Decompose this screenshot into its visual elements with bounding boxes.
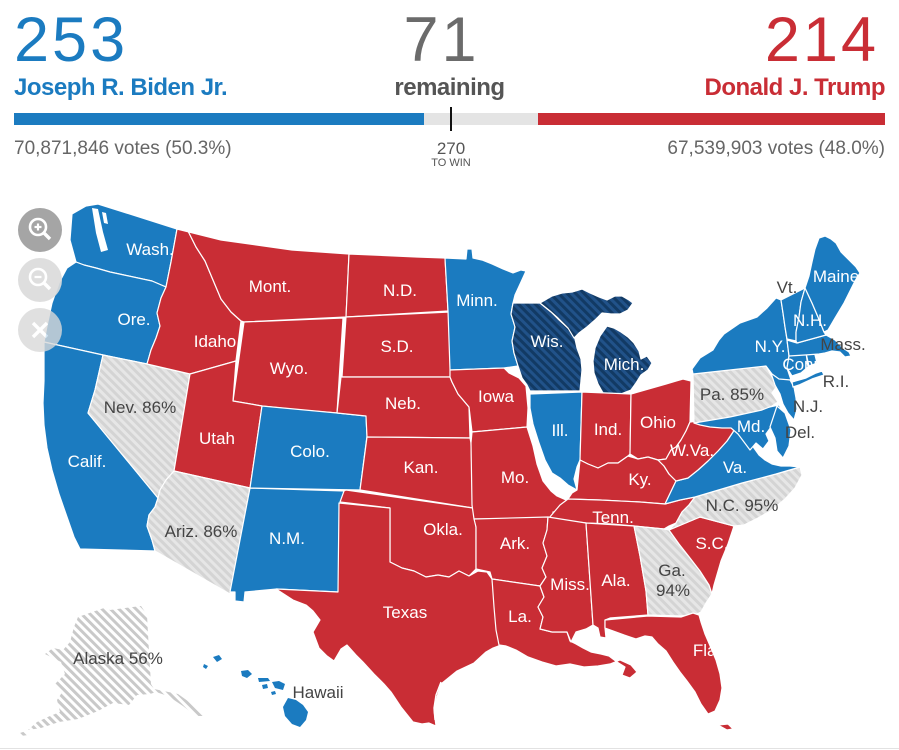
svg-text:Idaho: Idaho xyxy=(194,332,237,351)
svg-text:Pa. 85%: Pa. 85% xyxy=(700,385,764,404)
svg-text:Kan.: Kan. xyxy=(404,458,439,477)
svg-text:Texas: Texas xyxy=(383,603,427,622)
svg-text:Colo.: Colo. xyxy=(290,442,330,461)
svg-text:Calif.: Calif. xyxy=(68,452,107,471)
svg-text:94%: 94% xyxy=(656,581,690,600)
svg-text:N.H.: N.H. xyxy=(793,311,827,330)
svg-text:Okla.: Okla. xyxy=(423,520,463,539)
svg-text:Ore.: Ore. xyxy=(117,310,150,329)
svg-text:La.: La. xyxy=(508,607,532,626)
svg-text:Wyo.: Wyo. xyxy=(270,359,309,378)
svg-text:Nev. 86%: Nev. 86% xyxy=(104,398,176,417)
svg-text:N.C. 95%: N.C. 95% xyxy=(706,496,779,515)
svg-text:Utah: Utah xyxy=(199,429,235,448)
svg-text:Md.: Md. xyxy=(737,417,765,436)
svg-text:Ark.: Ark. xyxy=(500,534,530,553)
svg-text:Ind.: Ind. xyxy=(594,420,622,439)
svg-text:Hawaii: Hawaii xyxy=(292,683,343,702)
svg-text:S.C.: S.C. xyxy=(695,534,728,553)
svg-text:N.M.: N.M. xyxy=(269,529,305,548)
svg-text:Mo.: Mo. xyxy=(501,468,529,487)
svg-text:Ga.: Ga. xyxy=(658,561,685,580)
svg-text:Fla.: Fla. xyxy=(693,641,721,660)
svg-text:Neb.: Neb. xyxy=(385,394,421,413)
svg-text:Ky.: Ky. xyxy=(628,470,651,489)
svg-text:R.I.: R.I. xyxy=(823,372,849,391)
svg-text:Wis.: Wis. xyxy=(530,332,563,351)
svg-text:Mich.: Mich. xyxy=(604,355,645,374)
svg-text:Ill.: Ill. xyxy=(552,421,569,440)
svg-text:Va.: Va. xyxy=(723,458,747,477)
svg-text:Ala.: Ala. xyxy=(601,571,630,590)
svg-text:Del.: Del. xyxy=(785,423,815,442)
svg-text:N.Y.: N.Y. xyxy=(755,337,786,356)
svg-text:Mass.: Mass. xyxy=(820,335,865,354)
svg-text:Ohio: Ohio xyxy=(640,413,676,432)
svg-text:W.Va.: W.Va. xyxy=(670,441,714,460)
svg-text:N.J.: N.J. xyxy=(793,397,823,416)
svg-text:N.D.: N.D. xyxy=(383,281,417,300)
svg-text:Tenn.: Tenn. xyxy=(592,508,634,527)
svg-text:Miss.: Miss. xyxy=(550,575,590,594)
svg-text:Mont.: Mont. xyxy=(249,277,292,296)
svg-text:Conn.: Conn. xyxy=(782,355,827,374)
svg-text:S.D.: S.D. xyxy=(380,337,413,356)
svg-text:Ariz. 86%: Ariz. 86% xyxy=(165,522,238,541)
svg-text:Iowa: Iowa xyxy=(478,387,514,406)
svg-text:Wash.: Wash. xyxy=(126,240,174,259)
svg-text:Maine: Maine xyxy=(813,267,859,286)
svg-text:Minn.: Minn. xyxy=(456,291,498,310)
svg-text:Vt.: Vt. xyxy=(777,278,798,297)
svg-text:Alaska 56%: Alaska 56% xyxy=(73,649,163,668)
